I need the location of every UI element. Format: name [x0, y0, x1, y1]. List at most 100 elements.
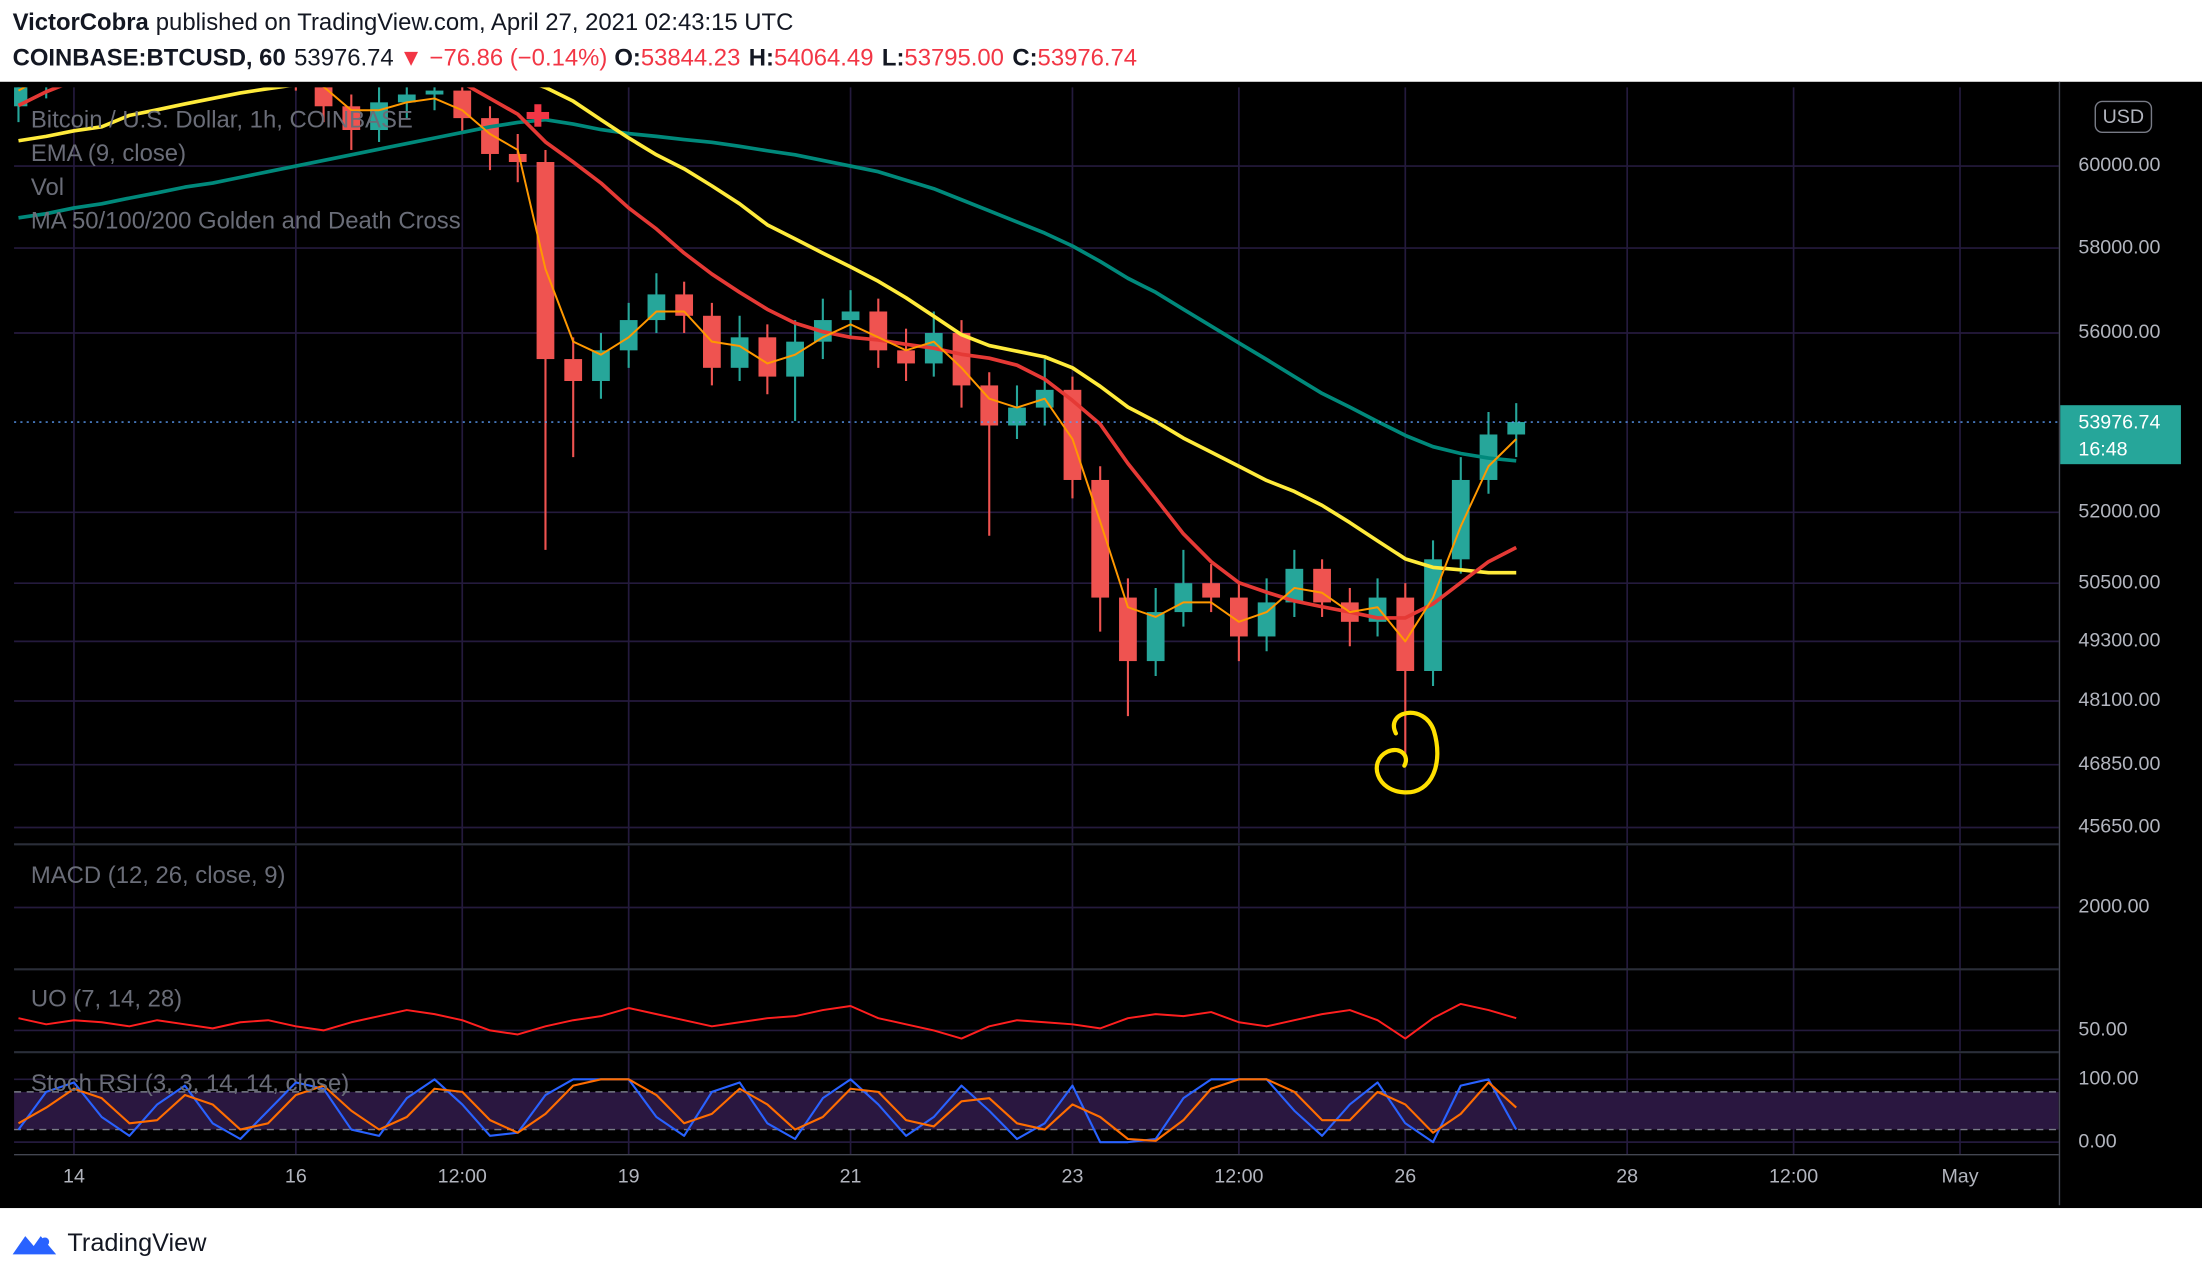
- header-line-1: VictorCobra published on TradingView.com,…: [13, 10, 794, 37]
- legend-indicator: EMA (9, close): [31, 140, 186, 167]
- candle-body: [314, 87, 333, 107]
- candle-body: [1451, 479, 1470, 560]
- close-value: 53976.74: [1038, 45, 1138, 72]
- y-tick-label: 45650.00: [2078, 816, 2160, 838]
- price: 53976.74: [294, 45, 394, 72]
- x-tick-label: 12:00: [438, 1165, 487, 1187]
- logo-dot: [40, 1237, 50, 1246]
- x-tick-label: 28: [1616, 1165, 1638, 1187]
- published: published on TradingView.com, April 27, …: [156, 10, 794, 37]
- candle-body: [1119, 597, 1137, 662]
- y-tick-label: 50.00: [2078, 1019, 2127, 1041]
- y-tick-label: 50500.00: [2078, 571, 2160, 593]
- panel-title: UO (7, 14, 28): [31, 986, 182, 1013]
- candle-body: [1257, 602, 1276, 637]
- y-tick-label: 2000.00: [2078, 896, 2149, 918]
- x-tick-label: 12:00: [1769, 1165, 1818, 1187]
- x-tick-label: 21: [840, 1165, 862, 1187]
- candle-body: [1229, 597, 1248, 637]
- candle-body: [592, 350, 610, 382]
- candle-body: [1285, 568, 1304, 603]
- indicator-line: [17, 87, 1518, 620]
- candle-body: [453, 90, 472, 119]
- change: ▼ −76.86 (−0.14%): [399, 45, 607, 72]
- candle-body: [1507, 422, 1526, 435]
- last-price-box: [2060, 405, 2181, 465]
- header-line-2: COINBASE:BTCUSD, 60 53976.74 ▼ −76.86 (−0.…: [13, 45, 1137, 72]
- candle-body: [786, 341, 804, 377]
- indicator-line: [18, 117, 1517, 463]
- candle-body: [952, 332, 971, 386]
- open-value: 53844.23: [641, 45, 741, 72]
- open-label: O:: [614, 45, 641, 72]
- panel-title: MACD (12, 26, close, 9): [31, 862, 286, 889]
- candle-body: [675, 294, 694, 316]
- candle-body: [564, 359, 583, 382]
- y-tick-label: 49300.00: [2078, 630, 2160, 652]
- candle-body: [619, 320, 638, 351]
- y-tick-label: 46850.00: [2078, 753, 2160, 775]
- candle-body: [758, 337, 777, 377]
- candle-body: [647, 294, 666, 321]
- currency: USD: [2103, 106, 2145, 128]
- x-tick-label: 12:00: [1214, 1165, 1263, 1187]
- panel-title: Stoch RSI (3, 3, 14, 14, close): [31, 1070, 349, 1097]
- close-label: C:: [1012, 45, 1037, 72]
- candle-body: [536, 162, 555, 360]
- candle-body: [841, 311, 860, 321]
- candle-body: [1174, 583, 1193, 613]
- countdown: 16:48: [2078, 438, 2127, 460]
- x-tick-label: 26: [1394, 1165, 1416, 1187]
- candle-body: [1008, 407, 1026, 426]
- indicator-line: [17, 1078, 1517, 1142]
- high-label: H:: [749, 45, 774, 72]
- legend-indicator: Vol: [31, 174, 64, 201]
- circle-annotation: [1374, 710, 1440, 795]
- x-tick-label: 23: [1062, 1165, 1084, 1187]
- x-tick-label: 16: [285, 1165, 307, 1187]
- brand: TradingView: [67, 1229, 207, 1257]
- y-tick-label: 56000.00: [2078, 321, 2160, 343]
- indicator-line: [18, 1002, 1517, 1040]
- candle-body: [980, 385, 999, 426]
- cross-marker: [526, 104, 550, 127]
- candle-body: [1063, 389, 1082, 480]
- logo-mark: [12, 1236, 57, 1255]
- currency-badge: [2094, 100, 2153, 134]
- symbol: COINBASE:BTCUSD, 60: [13, 45, 286, 72]
- y-tick-label: 52000.00: [2078, 501, 2160, 523]
- candle-body: [342, 106, 361, 131]
- y-tick-label: 60000.00: [2078, 154, 2160, 176]
- legend-title: Bitcoin / U.S. Dollar, 1h, COINBASE: [31, 106, 413, 133]
- indicator-line: [17, 87, 1517, 643]
- candle-body: [1146, 612, 1165, 662]
- author: VictorCobra: [13, 10, 150, 37]
- high-value: 54064.49: [774, 45, 874, 72]
- legend-indicator: MA 50/100/200 Golden and Death Cross: [31, 208, 461, 235]
- grid-layer: [14, 87, 2059, 1155]
- x-tick-label: 14: [63, 1165, 85, 1187]
- candle-body: [425, 90, 444, 95]
- x-tick-label: May: [1941, 1165, 1978, 1187]
- x-tick-label: 19: [618, 1165, 640, 1187]
- candle-body: [897, 350, 915, 364]
- price-plot: [14, 87, 2059, 760]
- indicator-plots: [14, 1002, 2059, 1144]
- candle-body: [481, 118, 499, 154]
- band-fill: [14, 1091, 2059, 1130]
- candle-body: [1424, 559, 1442, 671]
- last-price-label: 53976.74: [2078, 412, 2160, 434]
- footer-logo: TradingView: [12, 1229, 207, 1257]
- cross-bar: [534, 104, 542, 127]
- candle-body: [869, 311, 888, 351]
- y-tick-label: 58000.00: [2078, 236, 2160, 258]
- indicator-line: [18, 87, 1517, 575]
- candle-body: [508, 153, 527, 163]
- y-tick-label: 48100.00: [2078, 689, 2160, 711]
- candle-body: [730, 337, 749, 368]
- y-tick-label: 0.00: [2078, 1130, 2116, 1152]
- text-layer: 14 16 12:00 19 21 23 12:00 26 28 12:00 May 60000.00…: [31, 100, 2181, 1187]
- low-value: 53795.00: [904, 45, 1004, 72]
